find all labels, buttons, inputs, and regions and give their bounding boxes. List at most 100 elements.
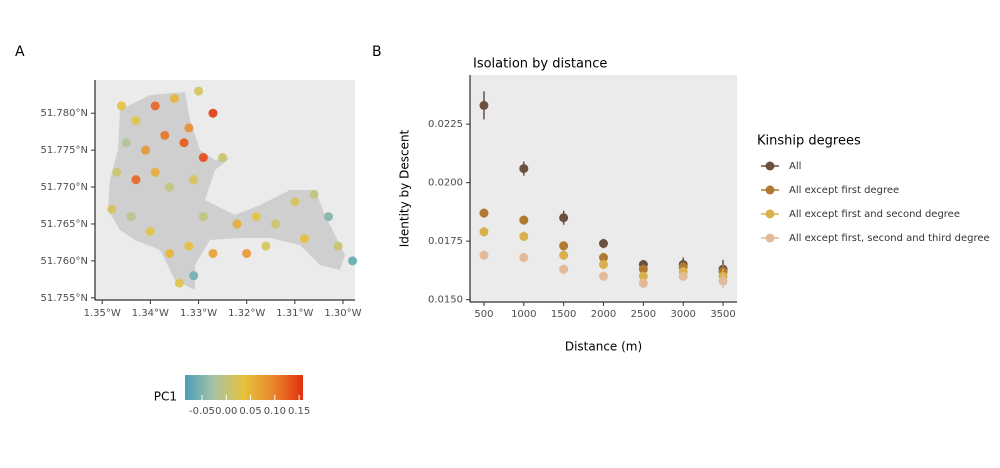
point (638, 264, 648, 274)
y-tick-label: 0.0175 (428, 236, 463, 247)
map-point (141, 145, 151, 155)
map-point (271, 219, 281, 229)
point (638, 278, 648, 288)
legend-marker (765, 161, 775, 171)
point (599, 238, 608, 248)
colorbar-tick-label: 0.10 (264, 406, 286, 417)
map-point (333, 241, 343, 251)
map-point (198, 212, 208, 222)
point (519, 164, 529, 174)
y-tick-label: 51.775°N (41, 145, 88, 156)
x-tick-label: 1500 (551, 309, 576, 320)
map-point (232, 219, 242, 229)
map-point (189, 271, 199, 281)
map-point (174, 278, 184, 288)
x-axis-label: Distance (m) (565, 340, 642, 354)
x-tick-label: 500 (474, 309, 493, 320)
x-tick-label: 2500 (631, 309, 656, 320)
point (559, 264, 569, 274)
map-point (131, 116, 141, 126)
y-tick-label: 0.0200 (428, 178, 463, 189)
point (599, 260, 608, 270)
y-axis-label: Identity by Descent (398, 129, 412, 247)
x-tick-label: 1.32°W (228, 308, 265, 319)
map-point (121, 138, 131, 148)
map-point (251, 212, 261, 222)
map-point (218, 153, 228, 163)
legend-marker (765, 185, 775, 195)
legend-title: Kinship degrees (757, 134, 861, 149)
y-tick-label: 0.0150 (428, 295, 463, 306)
point (559, 241, 569, 251)
map-point (208, 248, 218, 258)
map-point (150, 167, 160, 177)
point (599, 271, 608, 281)
point (678, 271, 688, 281)
legend-marker (765, 233, 775, 243)
colorbar-tick-label: 0.15 (288, 406, 310, 417)
colorbar (185, 375, 303, 400)
map-point (126, 212, 136, 222)
x-tick-label: 1000 (511, 309, 536, 320)
point (559, 213, 569, 223)
y-tick-label: 51.760°N (41, 256, 88, 267)
point (519, 253, 529, 263)
island-shape (108, 92, 345, 290)
y-tick-label: 51.780°N (41, 108, 88, 119)
map-point (324, 212, 334, 222)
map-point (145, 226, 155, 236)
map-point (116, 101, 126, 111)
map-point (165, 182, 175, 192)
map-point (112, 167, 122, 177)
map-point (150, 101, 160, 111)
map-point (348, 256, 358, 266)
map-point (131, 175, 141, 185)
legend-label: All (789, 161, 801, 172)
map-point (309, 189, 319, 199)
point (718, 276, 728, 286)
point (479, 250, 489, 260)
colorbar-label: PC1 (154, 390, 177, 404)
legend-label: All except first degree (789, 185, 899, 196)
x-tick-label: 1.35°W (84, 308, 121, 319)
map-point (299, 234, 309, 244)
colorbar-tick-label: -0.05 (189, 406, 215, 417)
x-tick-label: 1.33°W (180, 308, 217, 319)
map-point (107, 204, 117, 214)
point (519, 231, 529, 241)
point (479, 208, 489, 218)
map-point (290, 197, 300, 207)
map-point (189, 175, 199, 185)
point (479, 100, 489, 110)
y-tick-label: 51.765°N (41, 219, 88, 230)
colorbar-tick-label: 0.05 (239, 406, 261, 417)
panel-label: A (15, 44, 25, 60)
colorbar-tick-label: 0.00 (215, 406, 237, 417)
x-tick-label: 2000 (591, 309, 616, 320)
map-point (165, 248, 175, 258)
point (559, 250, 569, 260)
map-point (179, 138, 189, 148)
map-point (242, 248, 252, 258)
panel-label: B (372, 44, 382, 60)
map-point (160, 130, 170, 140)
map-point (184, 241, 194, 251)
point (519, 215, 529, 225)
map-point (198, 153, 208, 163)
chart-title: Isolation by distance (473, 57, 607, 72)
map-point (184, 123, 194, 133)
x-tick-label: 1.30°W (324, 308, 361, 319)
x-tick-label: 3000 (670, 309, 695, 320)
legend-label: All except first and second degree (789, 209, 960, 220)
map-point (194, 86, 204, 96)
map-point (169, 93, 179, 103)
legend-label: All except first, second and third degre… (789, 233, 990, 244)
map-point (261, 241, 271, 251)
y-tick-label: 51.770°N (41, 182, 88, 193)
point (638, 271, 648, 281)
map-point (208, 108, 218, 118)
point (479, 227, 489, 237)
point (599, 253, 608, 263)
legend-marker (765, 209, 775, 219)
